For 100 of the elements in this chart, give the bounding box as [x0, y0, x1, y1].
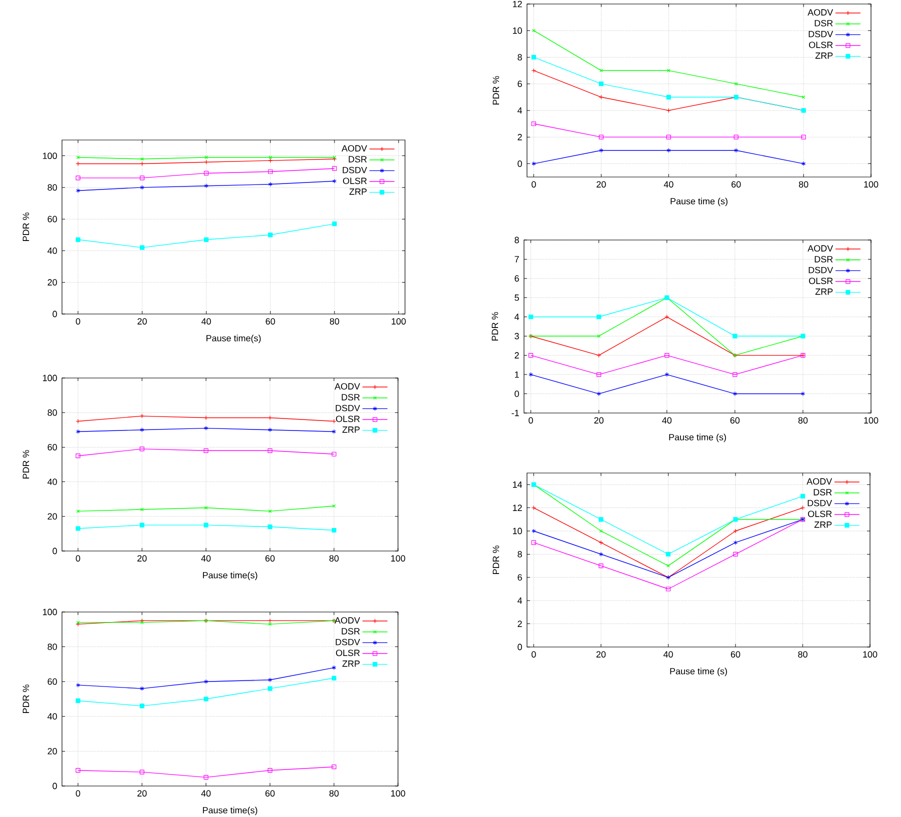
line-series: [76, 446, 336, 458]
point: [268, 618, 272, 623]
x-tick-label: 40: [664, 181, 674, 188]
point: [666, 108, 671, 113]
y-tick-label: 40: [47, 713, 57, 720]
x-tick-label: 80: [798, 651, 808, 658]
x-tick-label: 80: [329, 555, 339, 562]
point: [140, 157, 144, 161]
point: [666, 552, 671, 556]
x-tick-label: 80: [329, 790, 339, 797]
point: [76, 698, 80, 704]
point: [140, 686, 144, 691]
y-tick-label: 4: [514, 314, 520, 320]
y-tick-label: 2: [514, 352, 519, 358]
x-tick-label: 20: [594, 417, 604, 424]
y-axis-title: PDR %: [22, 684, 30, 714]
legend-label: DSDV: [342, 166, 368, 174]
y-axis-title: PDR %: [22, 212, 30, 242]
y-tick-label: 60: [48, 216, 57, 222]
point: [664, 353, 670, 358]
y-tick-label: 6: [518, 574, 522, 581]
point: [76, 237, 80, 242]
x-tick-label: 20: [137, 790, 147, 797]
y-tick-label: 8: [514, 236, 519, 244]
point: [732, 391, 737, 396]
legend-label: DSDV: [808, 30, 834, 38]
point: [204, 696, 208, 702]
y-tick-label: 8: [518, 54, 522, 60]
legend-label: OLSR: [809, 42, 833, 48]
y-tick-label: 100: [42, 152, 57, 160]
legend-label: OLSR: [343, 178, 367, 184]
y-tick-label: 10: [512, 528, 522, 534]
x-tick-label: 40: [201, 555, 211, 562]
point: [140, 770, 144, 774]
point: [140, 176, 144, 180]
y-tick-label: 0: [52, 782, 57, 790]
y-tick-label: 14: [512, 482, 522, 488]
y-tick-label: 20: [48, 748, 57, 754]
y-tick-label: 12: [512, 0, 522, 8]
point: [332, 528, 336, 533]
x-tick-label: 20: [137, 555, 147, 562]
legend-label: ZRP: [342, 426, 360, 433]
point: [268, 428, 272, 432]
point: [140, 245, 144, 250]
y-tick-label: 2: [518, 620, 522, 627]
x-tick-label: 80: [798, 181, 808, 188]
y-tick-label: 40: [47, 248, 57, 254]
y-axis-title: PDR %: [22, 450, 30, 479]
point: [666, 134, 671, 140]
point: [268, 182, 272, 187]
legend-label: DSDV: [808, 500, 832, 506]
y-tick-label: 80: [48, 409, 57, 416]
point: [666, 68, 670, 72]
point: [598, 540, 604, 545]
y-tick-label: 2: [518, 134, 522, 140]
legend-label: ZRP: [815, 52, 833, 59]
y-tick-label: 4: [518, 107, 522, 114]
point: [732, 372, 738, 377]
point: [800, 494, 806, 498]
x-tick-label: 0: [528, 417, 533, 424]
x-axis-title: Pause time(s): [202, 806, 258, 816]
legend-label: AODV: [342, 145, 368, 152]
point: [528, 353, 534, 358]
point: [332, 452, 336, 456]
y-tick-label: 4: [518, 598, 522, 604]
x-tick-label: 60: [732, 181, 741, 188]
legend-label: DSDV: [808, 266, 834, 274]
y-tick-label: 1: [514, 371, 519, 378]
y-tick-label: 7: [514, 256, 519, 262]
point: [734, 134, 738, 140]
point: [268, 509, 272, 513]
legend-label: DSR: [342, 394, 360, 400]
point: [268, 415, 272, 420]
point: [140, 185, 144, 190]
y-tick-label: 0: [514, 390, 519, 397]
x-tick-label: 60: [730, 417, 740, 424]
x-tick-label: 0: [532, 651, 536, 658]
point: [204, 506, 208, 510]
point: [204, 448, 208, 453]
y-tick-label: -1: [512, 410, 519, 416]
legend-label: OLSR: [336, 650, 360, 656]
point: [598, 134, 604, 140]
point: [598, 517, 604, 522]
y-tick-label: 0: [52, 310, 57, 318]
point: [268, 686, 272, 691]
x-tick-label: 80: [330, 318, 340, 325]
x-tick-label: 0: [76, 318, 80, 325]
legend-label: ZRP: [349, 188, 367, 195]
x-tick-label: 20: [138, 318, 147, 325]
point: [531, 121, 536, 126]
point: [140, 704, 144, 708]
y-tick-label: 40: [47, 478, 57, 485]
legend-label: DSR: [814, 20, 833, 26]
y-axis-title: PDR %: [492, 76, 500, 105]
point: [332, 166, 337, 171]
x-tick-label: 20: [596, 181, 606, 188]
point: [733, 528, 738, 534]
point: [599, 68, 603, 72]
point: [76, 768, 80, 773]
point: [268, 158, 273, 163]
